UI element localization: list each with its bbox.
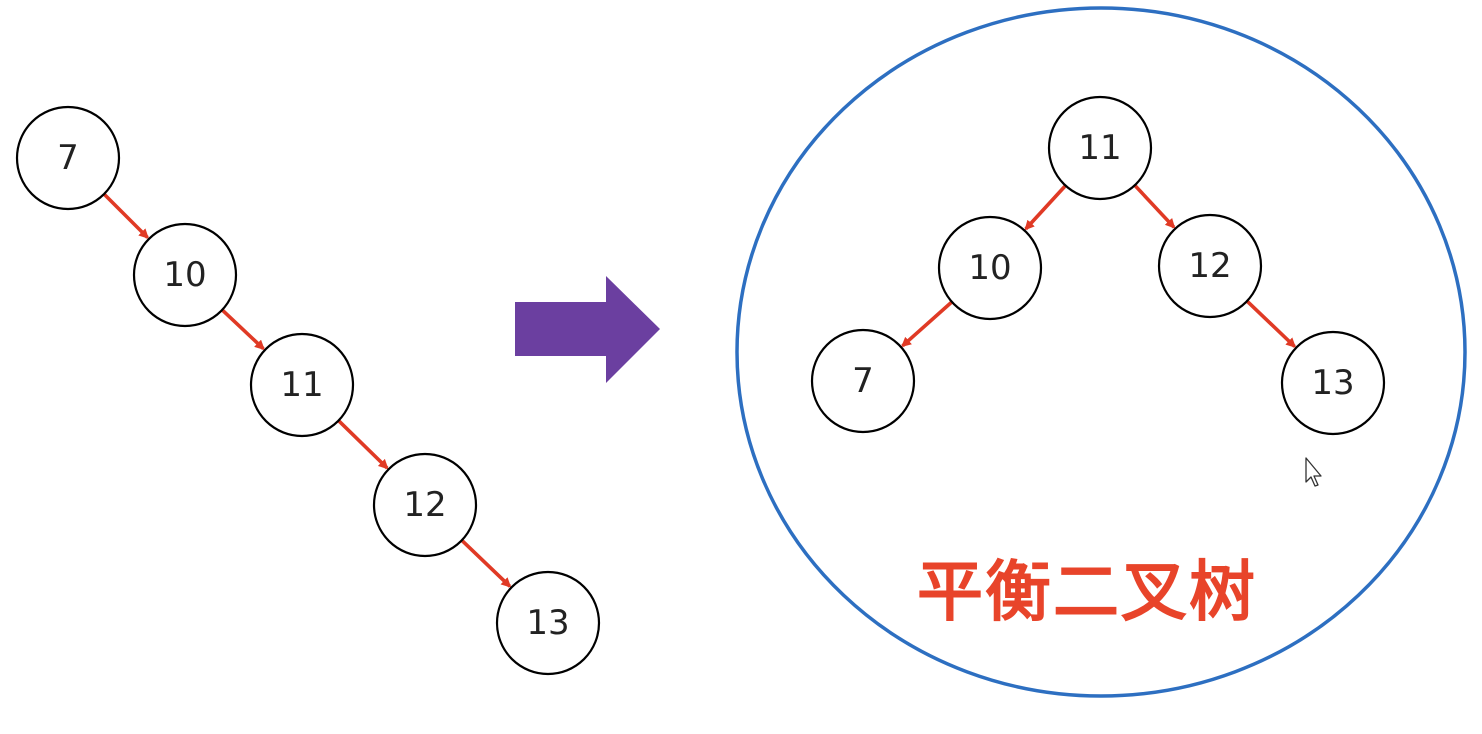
unbalanced-node-circle	[132, 222, 238, 328]
unbalanced-node-12: 12	[372, 452, 478, 558]
unbalanced-node-circle	[372, 452, 478, 558]
balanced-node-circle	[1157, 213, 1263, 319]
balanced-tree-caption: 平衡二叉树	[917, 554, 1257, 631]
balanced-edge-b11-b10	[1024, 184, 1067, 231]
balanced-node-label: 12	[1188, 246, 1231, 286]
unbalanced-node-10: 10	[132, 222, 238, 328]
unbalanced-edge-u11-u12	[337, 419, 389, 470]
unbalanced-node-circle	[15, 105, 121, 211]
balanced-node-label: 7	[852, 361, 874, 401]
unbalanced-edge-u10-u11	[220, 308, 265, 351]
balanced-node-12: 12	[1157, 213, 1263, 319]
unbalanced-node-label: 13	[526, 603, 569, 643]
balanced-node-10: 10	[937, 215, 1043, 321]
unbalanced-node-13: 13	[495, 570, 601, 676]
mouse-pointer-icon	[1305, 457, 1322, 487]
unbalanced-node-11: 11	[249, 332, 355, 438]
balanced-node-13: 13	[1280, 330, 1386, 436]
unbalanced-node-label: 12	[403, 485, 446, 525]
balanced-node-11: 11	[1047, 95, 1153, 201]
balanced-node-label: 11	[1078, 128, 1121, 168]
unbalanced-node-circle	[249, 332, 355, 438]
balanced-node-circle	[1047, 95, 1153, 201]
unbalanced-node-label: 10	[163, 255, 206, 295]
balanced-node-circle	[1280, 330, 1386, 436]
unbalanced-node-7: 7	[15, 105, 121, 211]
unbalanced-node-label: 7	[57, 138, 79, 178]
balanced-edge-b12-b13	[1245, 299, 1297, 348]
right-arrow-icon	[515, 276, 660, 383]
balanced-node-label: 13	[1311, 363, 1354, 403]
balanced-edge-b11-b12	[1133, 184, 1176, 229]
edges-layer	[102, 184, 1297, 588]
balanced-edge-b10-b7	[901, 300, 954, 348]
balanced-node-circle	[937, 215, 1043, 321]
unbalanced-edge-u7-u10	[102, 192, 149, 239]
unbalanced-node-label: 11	[280, 365, 323, 405]
unbalanced-node-circle	[495, 570, 601, 676]
balanced-node-7: 7	[810, 328, 916, 434]
unbalanced-edge-u12-u13	[460, 539, 512, 588]
balanced-tree-highlight-circle	[735, 6, 1467, 698]
balanced-node-label: 10	[968, 248, 1011, 288]
nodes-layer: 7 10 11 12 13 11 10 12 7 13	[15, 95, 1386, 676]
balanced-node-circle	[810, 328, 916, 434]
